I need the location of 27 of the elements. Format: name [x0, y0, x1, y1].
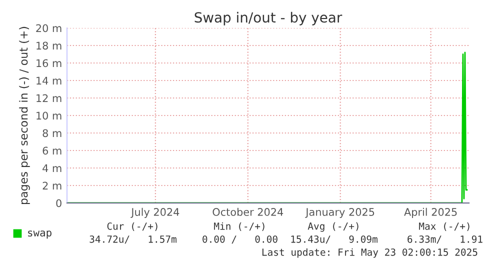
- text: 6.33m/ 1.91: [408, 235, 482, 244]
- text: Avg (-/+): [308, 222, 358, 232]
- x-tick-label: January 2025: [305, 208, 374, 218]
- y-tick-label: 8 m: [42, 129, 62, 138]
- y-tick-label: 6 m: [42, 146, 62, 155]
- x-tick-label: July 2024: [130, 208, 180, 218]
- x-tick-label: April 2025: [404, 208, 457, 218]
- x-tick-label: October 2024: [212, 208, 284, 216]
- text: Cur (-/+): [107, 222, 158, 231]
- text: 15.43u/ 9.09m: [291, 235, 378, 244]
- y-tick-label: 12 m: [36, 94, 62, 102]
- y-tick-label: 14 m: [36, 76, 62, 84]
- text: Min (-/+): [214, 222, 264, 231]
- chart-title: Swap in/out - by year: [194, 12, 342, 26]
- text: 34.72u/ 1.57m: [90, 235, 176, 244]
- y-tick-label: 16 m: [36, 59, 62, 68]
- y-tick-label: 4 m: [42, 164, 62, 172]
- y-axis-title: pages per second in (-) / out (+): [19, 26, 30, 204]
- y-tick-label: 0: [56, 199, 62, 208]
- y-tick-label: 18 m: [36, 42, 62, 50]
- y-tick-label: 10 m: [36, 112, 62, 120]
- y-tick-label: 20 m: [36, 24, 62, 32]
- legend-label: swap: [28, 230, 52, 239]
- text: 0.00 / 0.00: [202, 235, 278, 244]
- y-tick-label: 2 m: [42, 182, 62, 190]
- text: Max (-/+): [419, 222, 470, 231]
- text: Last update: Fri May 23 02:00:15 2025: [262, 248, 478, 258]
